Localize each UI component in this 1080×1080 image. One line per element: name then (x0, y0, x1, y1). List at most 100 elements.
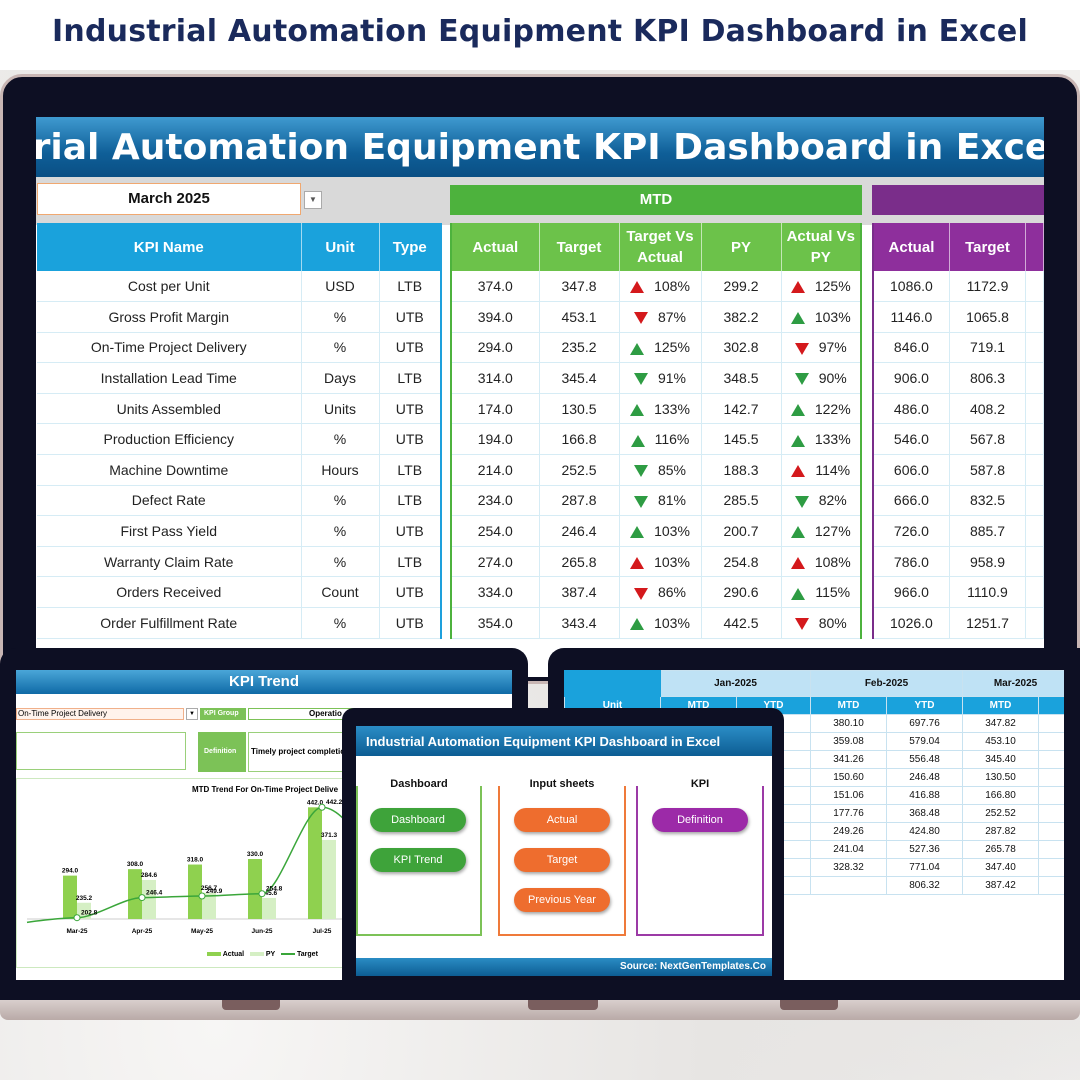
kpi-trend-button[interactable]: KPI Trend (370, 848, 466, 872)
dashboard-group-title: Dashboard (390, 778, 448, 790)
arrow-down-icon (794, 373, 809, 386)
chevron-down-icon[interactable]: ▼ (304, 191, 322, 209)
col-target-vs-actual: Target Vs Actual (619, 223, 702, 271)
previous-year-button[interactable]: Previous Year (514, 888, 610, 912)
avp-value: 80% (818, 614, 847, 631)
tva-value: 103% (654, 614, 690, 631)
bar-py (202, 892, 216, 919)
target-cell: 387.4 (539, 576, 620, 609)
unit-cell: % (301, 332, 380, 364)
kpi-name-cell: First Pass Yield (37, 515, 302, 547)
target-sheet-button[interactable]: Target (514, 848, 610, 872)
bar-actual (63, 875, 77, 919)
kpi-name-cell: Cost per Unit (37, 271, 302, 303)
actual-label: 308.0 (127, 861, 144, 868)
mar-ytd-cell (1038, 822, 1064, 841)
ytd-actual-cell: 786.0 (873, 546, 950, 578)
ytd-more-cell (1025, 362, 1044, 394)
target-cell: 130.5 (539, 393, 620, 425)
ytd-more-cell (1025, 332, 1044, 364)
table-row: 786.0 958.9 (873, 546, 1044, 578)
x-tick-label: Apr-25 (132, 928, 153, 935)
feb-ytd-cell: 771.04 (885, 858, 964, 877)
type-cell: LTB (379, 271, 442, 303)
table-row: 334.0 387.4 86% 290.6 115% (451, 576, 862, 609)
unit-cell: Units (301, 393, 380, 425)
py-label: 235.2 (76, 895, 93, 902)
mar-mtd-cell: 166.80 (962, 786, 1040, 805)
arrow-up-icon (791, 587, 806, 600)
month-select[interactable]: March 2025 (37, 183, 301, 215)
actual-sheet-button[interactable]: Actual (514, 808, 610, 832)
avp-value: 82% (818, 492, 847, 509)
actual-vs-py-cell: 108% (781, 546, 862, 578)
dashboard-button[interactable]: Dashboard (370, 808, 466, 832)
table-row: Machine Downtime Hours LTB (37, 454, 442, 486)
main-dashboard-screen: strial Automation Equipment KPI Dashboar… (36, 117, 1044, 677)
py-label: 284.6 (141, 872, 158, 879)
trend-chart-frame: MTD Trend For On-Time Project Delive 294… (16, 778, 512, 968)
definition-button[interactable]: Definition (652, 808, 748, 832)
feb-mtd-cell: 150.60 (810, 768, 887, 787)
month-header: Mar-2025 (962, 670, 1064, 697)
avp-value: 108% (814, 553, 851, 570)
arrow-up-icon (790, 281, 805, 294)
actual-cell: 234.0 (451, 485, 540, 517)
tva-value: 133% (654, 400, 690, 417)
arrow-up-icon (790, 403, 805, 416)
py-cell: 145.5 (701, 423, 782, 456)
py-cell: 188.3 (701, 454, 782, 486)
target-cell: 246.4 (539, 515, 620, 547)
table-row: Units Assembled Units UTB (37, 393, 442, 425)
input-sheets-group: Input sheets (498, 778, 626, 936)
ytd-target-cell: 1251.7 (949, 607, 1027, 639)
table-row: Gross Profit Margin% UTB (37, 301, 442, 333)
kpi-info-box (16, 732, 186, 770)
ytd-actual-cell: 1026.0 (873, 607, 950, 639)
kpi-select[interactable]: On-Time Project Delivery (16, 708, 184, 720)
sub-header: MTD (810, 696, 887, 715)
arrow-down-icon (794, 618, 809, 631)
table-row: 194.0 166.8 116% 145.5 133% (451, 423, 862, 456)
avp-value: 97% (818, 339, 847, 356)
device-foot (528, 1000, 598, 1010)
table-row: 666.0 832.5 (873, 485, 1044, 517)
ytd-more-cell (1025, 546, 1044, 578)
actual-vs-py-cell: 114% (781, 454, 862, 486)
tva-value: 125% (654, 339, 690, 356)
unit-cell: % (301, 515, 380, 547)
mar-mtd-cell: 130.50 (962, 768, 1040, 787)
bar-py (322, 839, 336, 919)
col-ytd-actual: Actual (873, 223, 950, 271)
type-cell: UTB (379, 423, 442, 456)
target-point (258, 890, 266, 898)
table-row: 214.0 252.5 85% 188.3 114% (451, 454, 862, 486)
arrow-up-icon (791, 465, 806, 478)
py-cell: 290.6 (701, 576, 782, 609)
ytd-more-cell (1025, 515, 1044, 547)
mar-ytd-cell (1038, 876, 1064, 895)
month-header: Jan-2025 (660, 670, 811, 697)
table-row: Production Efficiency% UTB (37, 423, 442, 456)
legend-py: PY (265, 951, 276, 958)
avp-value: 114% (815, 461, 851, 478)
mar-mtd-cell: 347.82 (962, 714, 1040, 733)
actual-cell: 394.0 (451, 301, 540, 333)
target-cell: 343.4 (539, 607, 620, 639)
target-vs-actual-cell: 85% (619, 454, 702, 486)
target-cell: 453.1 (539, 301, 620, 333)
ytd-more-cell (1025, 485, 1044, 517)
table-row: 234.0 287.8 81% 285.5 82% (451, 485, 862, 517)
tva-value: 86% (657, 584, 687, 601)
ytd-target-cell: 806.3 (949, 362, 1027, 394)
mtd-header: MTD (450, 185, 862, 215)
ytd-target-cell: 719.1 (949, 332, 1027, 364)
ytd-actual-cell: 606.0 (873, 454, 950, 486)
actual-vs-py-cell: 125% (781, 271, 862, 303)
navigator-screen: Industrial Automation Equipment KPI Dash… (356, 726, 772, 976)
ytd-target-cell: 587.8 (949, 454, 1027, 486)
chevron-down-icon[interactable]: ▼ (186, 708, 198, 720)
type-cell: UTB (379, 576, 442, 609)
legend-actual-swatch (207, 952, 221, 957)
bar-actual (188, 864, 202, 919)
